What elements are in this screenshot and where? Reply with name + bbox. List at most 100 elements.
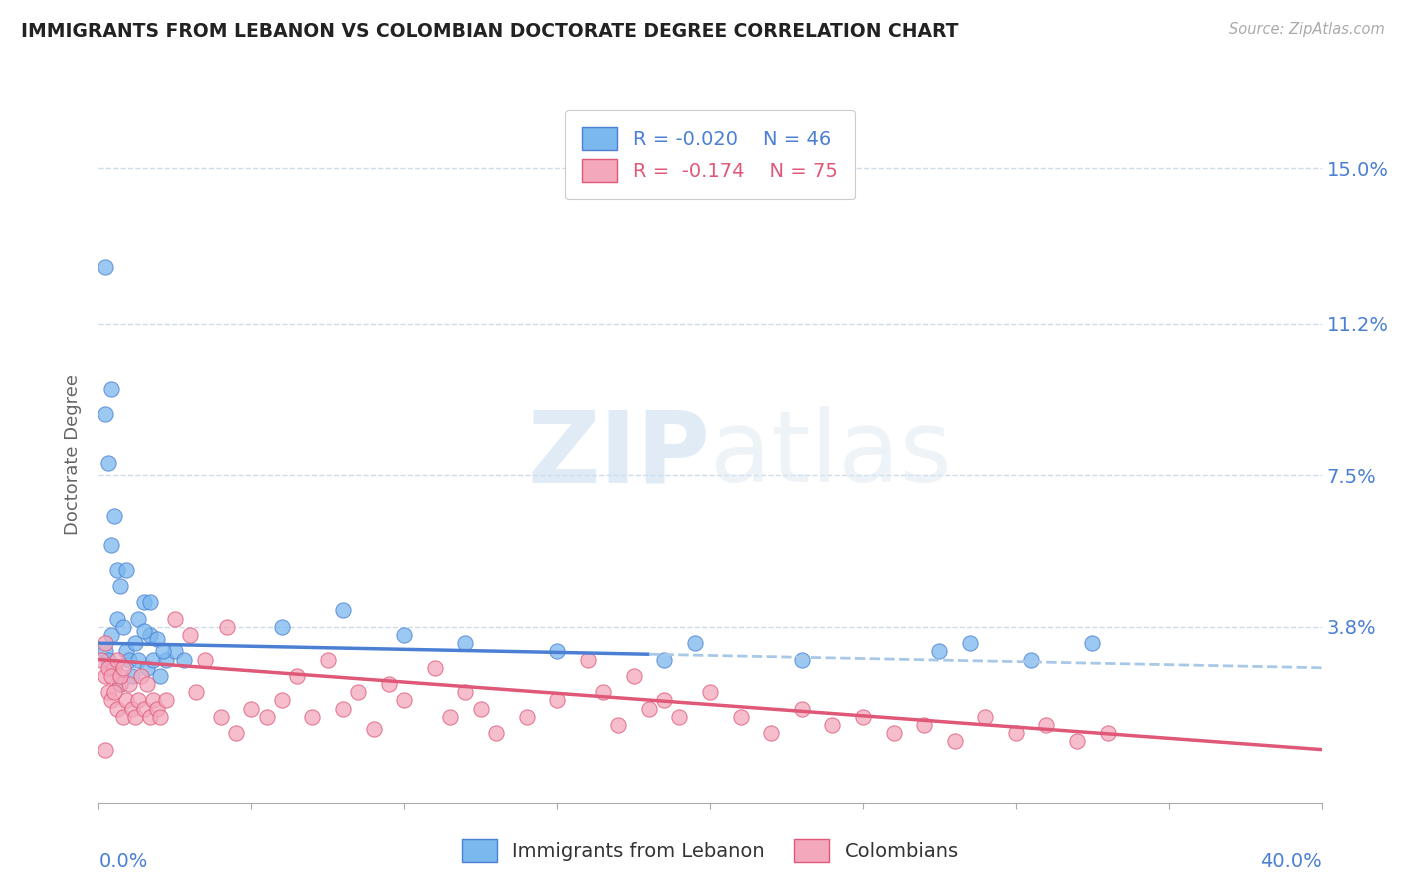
Point — [256, 710, 278, 724]
Point — [179, 628, 201, 642]
Point — [152, 644, 174, 658]
Point — [470, 701, 492, 715]
Text: ZIP: ZIP — [527, 407, 710, 503]
Point — [1097, 726, 1119, 740]
Point — [699, 685, 721, 699]
Point — [105, 562, 128, 576]
Point — [121, 701, 143, 715]
Point — [149, 669, 172, 683]
Point — [209, 710, 232, 724]
Point — [103, 509, 125, 524]
Point — [103, 685, 125, 699]
Point — [759, 726, 782, 740]
Point — [90, 652, 112, 666]
Point — [332, 603, 354, 617]
Point — [100, 693, 122, 707]
Point — [118, 652, 141, 666]
Point — [912, 718, 935, 732]
Text: 40.0%: 40.0% — [1260, 852, 1322, 871]
Point — [121, 669, 143, 683]
Point — [270, 693, 292, 707]
Point — [194, 652, 217, 666]
Point — [652, 652, 675, 666]
Point — [623, 669, 645, 683]
Point — [730, 710, 752, 724]
Point — [115, 644, 138, 658]
Point — [97, 652, 120, 666]
Point — [821, 718, 844, 732]
Point — [285, 669, 308, 683]
Point — [108, 669, 131, 683]
Point — [423, 661, 446, 675]
Point — [115, 562, 138, 576]
Point — [546, 693, 568, 707]
Point — [100, 628, 122, 642]
Point — [93, 260, 115, 274]
Point — [163, 612, 186, 626]
Point — [516, 710, 538, 724]
Point — [142, 652, 165, 666]
Point — [127, 612, 149, 626]
Point — [149, 710, 172, 724]
Point — [111, 620, 134, 634]
Point — [270, 620, 292, 634]
Point — [883, 726, 905, 740]
Point — [93, 407, 115, 421]
Point — [105, 701, 128, 715]
Point — [127, 652, 149, 666]
Point — [129, 669, 152, 683]
Point — [163, 644, 186, 658]
Point — [103, 661, 125, 675]
Point — [546, 644, 568, 658]
Point — [145, 701, 167, 715]
Point — [974, 710, 997, 724]
Point — [173, 652, 195, 666]
Text: atlas: atlas — [710, 407, 952, 503]
Point — [118, 677, 141, 691]
Point — [852, 710, 875, 724]
Point — [93, 644, 115, 658]
Point — [111, 710, 134, 724]
Point — [454, 685, 477, 699]
Point — [485, 726, 508, 740]
Point — [108, 677, 131, 691]
Point — [790, 701, 813, 715]
Legend: Immigrants from Lebanon, Colombians: Immigrants from Lebanon, Colombians — [454, 831, 966, 870]
Point — [790, 652, 813, 666]
Point — [103, 661, 125, 675]
Point — [124, 710, 146, 724]
Point — [115, 693, 138, 707]
Point — [316, 652, 339, 666]
Point — [136, 677, 159, 691]
Point — [127, 693, 149, 707]
Point — [363, 722, 385, 736]
Point — [1019, 652, 1042, 666]
Point — [139, 710, 162, 724]
Point — [225, 726, 247, 740]
Y-axis label: Doctorate Degree: Doctorate Degree — [65, 375, 83, 535]
Point — [378, 677, 401, 691]
Point — [105, 612, 128, 626]
Point — [959, 636, 981, 650]
Point — [93, 669, 115, 683]
Point — [332, 701, 354, 715]
Point — [111, 661, 134, 675]
Point — [1035, 718, 1057, 732]
Point — [683, 636, 706, 650]
Point — [100, 383, 122, 397]
Point — [186, 685, 208, 699]
Point — [1081, 636, 1104, 650]
Point — [139, 628, 162, 642]
Point — [347, 685, 370, 699]
Point — [134, 701, 156, 715]
Point — [607, 718, 630, 732]
Point — [97, 685, 120, 699]
Point — [142, 693, 165, 707]
Point — [943, 734, 966, 748]
Point — [215, 620, 238, 634]
Point — [139, 595, 162, 609]
Point — [97, 456, 120, 470]
Text: 0.0%: 0.0% — [98, 852, 148, 871]
Point — [301, 710, 323, 724]
Point — [652, 693, 675, 707]
